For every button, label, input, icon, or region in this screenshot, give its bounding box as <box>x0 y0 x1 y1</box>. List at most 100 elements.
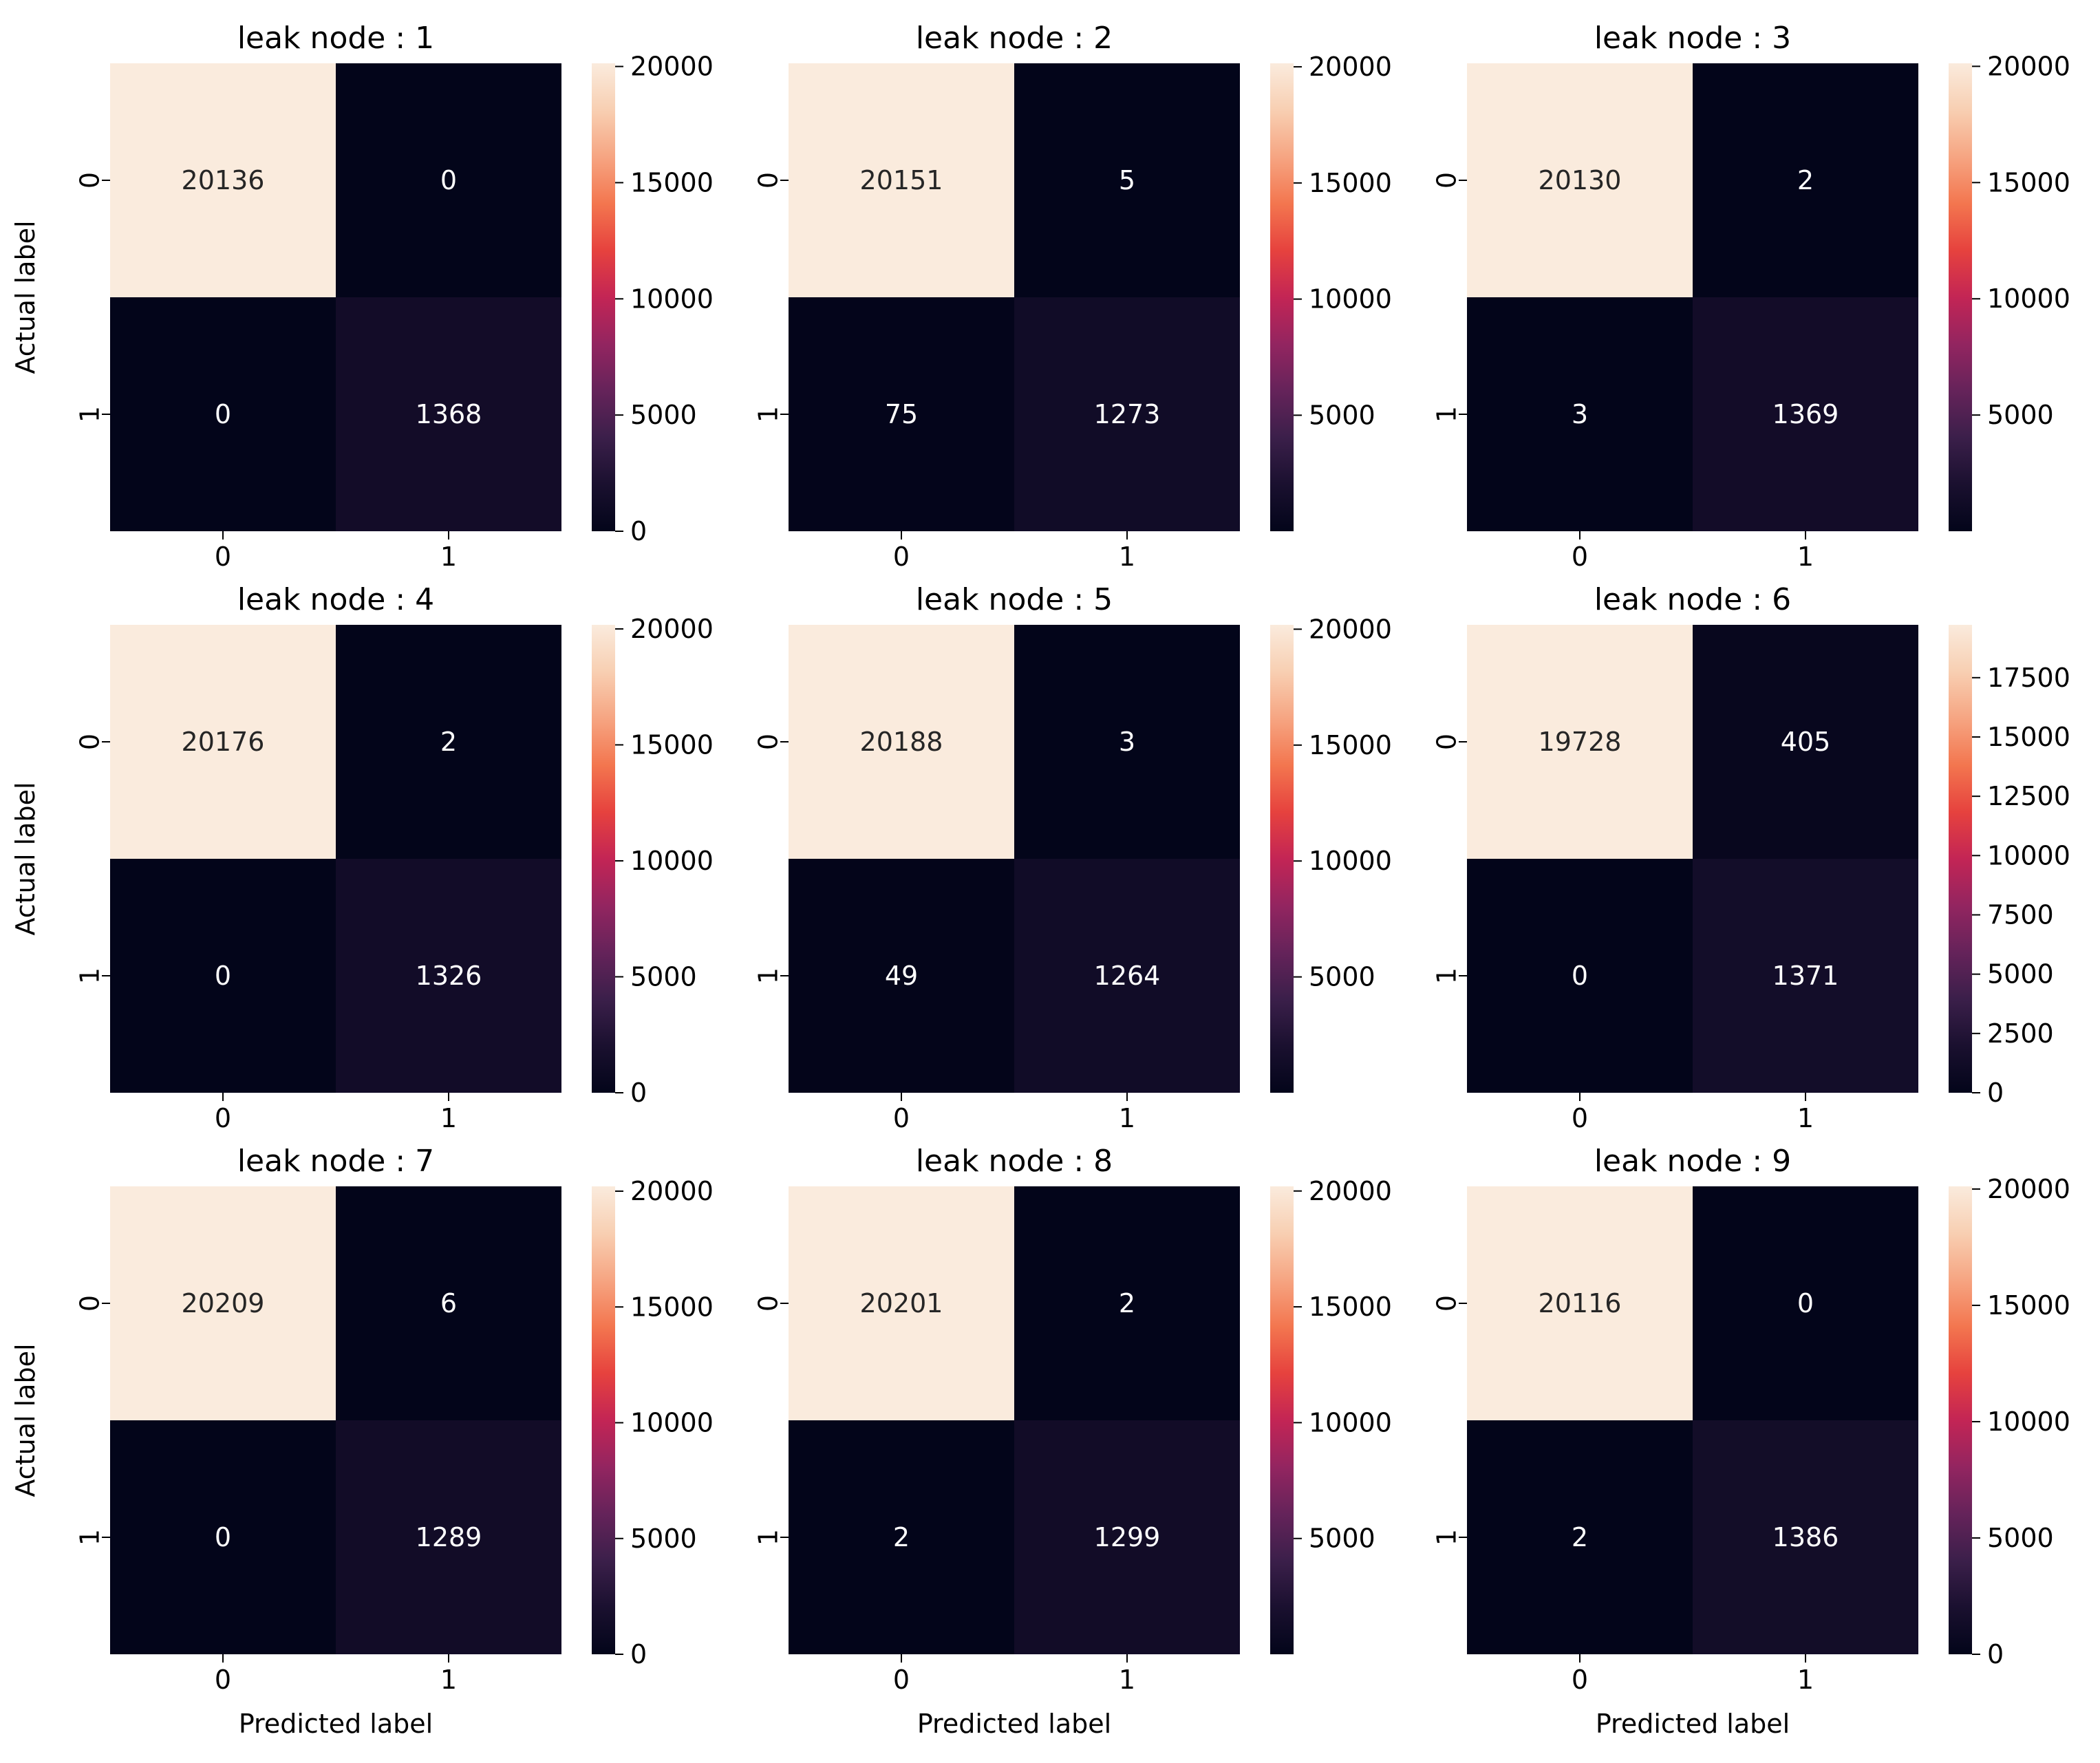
heatmap-cell <box>1693 297 1918 531</box>
x-tick-label: 0 <box>1572 1665 1588 1695</box>
colorbar <box>1270 625 1294 1093</box>
heatmap-cell <box>336 297 561 531</box>
colorbar-tick-label: 5000 <box>1309 962 1375 992</box>
x-tick-label: 1 <box>1797 1103 1814 1133</box>
colorbar <box>1949 1186 1972 1654</box>
colorbar-tick-label: 15000 <box>1987 722 2070 752</box>
panel-title: leak node : 9 <box>1594 1144 1791 1179</box>
colorbar-tick-label: 5000 <box>630 961 697 992</box>
colorbar-tick-label: 20000 <box>1987 51 2070 81</box>
colorbar-tick-label: 12500 <box>1987 781 2070 811</box>
colorbar-tick-label: 17500 <box>1987 663 2070 693</box>
colorbar-tick-label: 10000 <box>630 1408 714 1438</box>
colorbar-tick-label: 10000 <box>1309 284 1392 314</box>
colorbar <box>592 625 615 1093</box>
heatmap-cell <box>336 1420 561 1654</box>
heatmap-cell <box>1014 297 1240 531</box>
x-tick-label: 0 <box>893 1103 910 1133</box>
cell-value-label: 3 <box>1572 399 1588 429</box>
heatmap-cell <box>1014 859 1240 1093</box>
colorbar-tick-label: 0 <box>630 1078 647 1108</box>
y-tick-label: 0 <box>753 172 783 189</box>
y-tick-label: 1 <box>753 968 783 984</box>
cell-value-label: 1273 <box>1094 399 1161 429</box>
x-tick-label: 0 <box>215 1665 231 1695</box>
cell-value-label: 2 <box>1572 1522 1588 1552</box>
cell-value-label: 20151 <box>860 165 943 195</box>
heatmap-cell <box>1693 63 1918 297</box>
heatmap-cell <box>1014 63 1240 297</box>
colorbar-tick-label: 15000 <box>630 1292 714 1322</box>
colorbar <box>592 63 615 531</box>
colorbar-tick-label: 20000 <box>630 614 714 644</box>
cell-value-label: 0 <box>1572 961 1588 991</box>
heatmap-cell <box>789 63 1014 297</box>
heatmap-cell <box>1693 859 1918 1093</box>
colorbar-tick-label: 15000 <box>1309 168 1392 198</box>
x-axis-label: Predicted label <box>1596 1709 1790 1739</box>
colorbar-tick-label: 5000 <box>1309 1524 1375 1554</box>
y-tick-label: 0 <box>753 1295 783 1312</box>
heatmap-cell <box>1467 859 1693 1093</box>
colorbar-tick-label: 10000 <box>1309 846 1392 876</box>
cell-value-label: 20136 <box>182 165 265 195</box>
x-tick-label: 1 <box>440 1103 457 1133</box>
cell-value-label: 0 <box>215 961 231 991</box>
heatmap-cell <box>1467 625 1693 859</box>
cell-value-label: 2 <box>893 1522 910 1552</box>
colorbar-tick-label: 15000 <box>1309 1292 1392 1322</box>
cell-value-label: 2 <box>1119 1288 1135 1318</box>
heatmap-cell <box>336 625 561 859</box>
heatmap-cell <box>1467 63 1693 297</box>
heatmap-cell <box>1693 1186 1918 1420</box>
cell-value-label: 49 <box>885 961 918 991</box>
x-tick-label: 1 <box>1119 1665 1135 1695</box>
y-axis-label: Actual label <box>10 220 41 374</box>
cell-value-label: 1386 <box>1772 1522 1839 1552</box>
cell-value-label: 20188 <box>860 727 943 757</box>
colorbar-tick-label: 10000 <box>1987 840 2070 870</box>
cell-value-label: 6 <box>440 1288 457 1318</box>
y-tick-label: 1 <box>74 406 105 423</box>
colorbar-tick-label: 10000 <box>1309 1407 1392 1438</box>
x-tick-label: 1 <box>1797 1665 1814 1695</box>
y-tick-label: 1 <box>753 406 783 423</box>
colorbar <box>1270 1186 1294 1654</box>
panel-title: leak node : 2 <box>916 21 1113 56</box>
cell-value-label: 2 <box>1797 165 1814 195</box>
heatmap-panel-4: 20176 2 0 1326 leak node : 4 0 1 0 1 Actual label… <box>10 582 714 1133</box>
heatmap-cell <box>110 859 336 1093</box>
colorbar-tick-label: 2500 <box>1987 1018 2054 1049</box>
y-tick-label: 0 <box>1431 172 1461 189</box>
x-tick-label: 1 <box>1119 542 1135 572</box>
x-tick-label: 1 <box>440 542 457 572</box>
cell-value-label: 1289 <box>416 1522 482 1552</box>
colorbar-tick-label: 5000 <box>630 1524 697 1554</box>
colorbar-tick-label: 20000 <box>630 52 714 82</box>
heatmap-cell <box>1467 1420 1693 1654</box>
heatmap-cell <box>1693 625 1918 859</box>
heatmap-cell <box>1014 1186 1240 1420</box>
y-tick-label: 0 <box>74 1295 105 1312</box>
cell-value-label: 1368 <box>416 399 482 429</box>
cell-value-label: 75 <box>885 399 918 429</box>
cell-value-label: 2 <box>440 727 457 757</box>
heatmap-cell <box>789 1186 1014 1420</box>
cell-value-label: 1371 <box>1772 961 1839 991</box>
x-tick-label: 0 <box>893 542 910 572</box>
colorbar-tick-label: 5000 <box>1987 400 2054 430</box>
colorbar-tick-label: 5000 <box>1987 959 2054 990</box>
panel-title: leak node : 4 <box>237 582 434 617</box>
cell-value-label: 20130 <box>1539 165 1622 195</box>
cell-value-label: 1369 <box>1772 399 1839 429</box>
cell-value-label: 3 <box>1119 727 1135 757</box>
x-tick-label: 0 <box>215 542 231 572</box>
panel-title: leak node : 1 <box>237 21 434 56</box>
x-tick-label: 1 <box>1797 542 1814 572</box>
cell-value-label: 1264 <box>1094 961 1161 991</box>
heatmap-panel-8: 20201 2 2 1299 leak node : 8 0 1 0 1 Predicted la… <box>753 1144 1392 1739</box>
colorbar-tick-label: 20000 <box>630 1176 714 1206</box>
